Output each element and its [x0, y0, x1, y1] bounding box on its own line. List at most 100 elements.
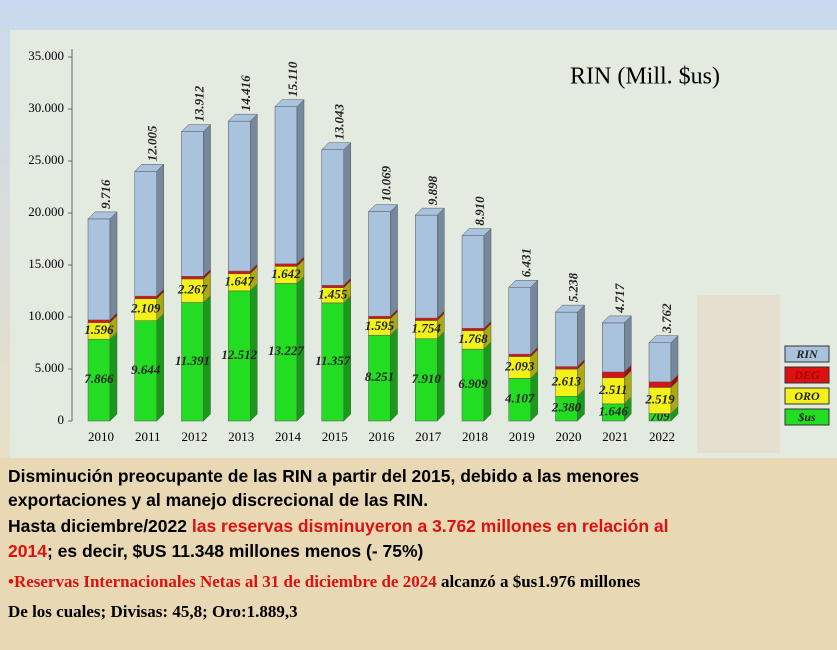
- data-label: 2.511: [598, 382, 628, 397]
- bar-segment: [461, 235, 485, 329]
- data-label: 2.519: [644, 392, 675, 407]
- data-label: 4.717: [612, 283, 627, 314]
- bar-segment: [228, 120, 251, 272]
- note-line: Disminución preocupante de las RIN a par…: [8, 466, 639, 487]
- bar-side: [530, 279, 538, 355]
- bar-side: [624, 315, 632, 373]
- data-label: 3.762: [659, 303, 674, 334]
- legend-swatch: [784, 345, 830, 363]
- data-label: 1.595: [365, 318, 395, 333]
- bar-side: [156, 163, 164, 297]
- bar-side: [390, 203, 398, 317]
- legend-swatch: [784, 408, 830, 426]
- x-tick-label: 2013: [228, 429, 254, 444]
- bar-top: [601, 315, 632, 324]
- data-label: 12.005: [145, 125, 160, 161]
- bar-top: [180, 124, 212, 132]
- data-label: 1.596: [84, 322, 114, 337]
- bar-segment: [461, 328, 485, 332]
- y-tick-label: 5.000: [35, 360, 64, 375]
- bar-top: [367, 204, 399, 212]
- legend-label: DEG: [793, 368, 820, 382]
- data-label: 4.107: [504, 391, 535, 406]
- bar-segment: [508, 353, 531, 357]
- x-tick-label: 2017: [415, 429, 442, 444]
- bar-segment: [87, 218, 111, 321]
- x-tick-label: 2022: [649, 429, 675, 444]
- data-label: 1.647: [225, 273, 255, 288]
- data-label: 11.357: [315, 353, 351, 368]
- y-tick-label: 30.000: [28, 100, 64, 115]
- data-label: 6.431: [519, 248, 534, 277]
- bar-segment: [321, 149, 344, 286]
- bar-segment: [415, 317, 438, 321]
- bar-segment: [274, 106, 298, 265]
- note-text: alcanzó a $us1.976 millones: [436, 572, 641, 591]
- data-label: 2.093: [504, 358, 535, 373]
- x-tick-label: 2014: [275, 429, 302, 444]
- data-label: 8.910: [472, 196, 487, 226]
- x-tick-label: 2016: [369, 429, 396, 444]
- x-tick-label: 2021: [602, 429, 628, 444]
- data-label: 7.866: [84, 371, 114, 386]
- x-tick-label: 2018: [462, 429, 488, 444]
- x-tick-label: 2020: [556, 429, 582, 444]
- data-label: 6.909: [458, 376, 488, 391]
- bar-top: [321, 142, 352, 150]
- note-text: las reservas disminuyeron a 3.762 millon…: [191, 516, 669, 536]
- data-label: 2.267: [177, 282, 208, 297]
- bar-segment: [602, 322, 625, 373]
- data-label: 9.644: [131, 362, 161, 377]
- data-label: 9.898: [425, 175, 440, 205]
- data-label: 14.416: [238, 75, 253, 111]
- x-tick-label: 2019: [509, 429, 535, 444]
- x-tick-label: 2015: [322, 429, 348, 444]
- data-label: 2.613: [551, 374, 582, 389]
- bar-segment: [321, 285, 344, 289]
- data-label: 5.238: [565, 272, 580, 302]
- data-label: 12.512: [221, 347, 257, 362]
- chart-title: RIN (Mill. $us): [570, 64, 720, 90]
- x-tick-label: 2010: [88, 429, 114, 444]
- bar-side: [109, 211, 118, 321]
- bar-segment: [228, 270, 251, 274]
- bar-top: [414, 207, 445, 216]
- data-label: 1.646: [599, 403, 629, 418]
- note-text: •Reservas Internacionales Netas al 31 de…: [8, 572, 437, 591]
- bar-segment: [134, 171, 157, 297]
- data-label: 11.391: [175, 353, 210, 368]
- note-text: De los cuales; Divisas: 45,8; Oro:1.889,…: [8, 602, 298, 621]
- data-label: 13.227: [268, 343, 304, 358]
- legend-label: ORO: [794, 389, 820, 403]
- note-text: 2014: [8, 541, 47, 561]
- bar-top: [461, 228, 492, 236]
- data-label: 1.455: [318, 286, 348, 301]
- data-label: 1.768: [458, 331, 488, 346]
- data-label: 9.716: [98, 179, 113, 209]
- data-label: 13.043: [332, 103, 347, 139]
- bar-segment: [555, 366, 578, 370]
- bar-side: [437, 207, 445, 319]
- bar-side: [577, 304, 585, 368]
- bar-segment: [134, 295, 157, 300]
- y-tick-label: 15.000: [28, 256, 64, 271]
- bar-segment: [648, 342, 672, 383]
- data-label: 10.069: [378, 165, 393, 201]
- bar-segment: [555, 311, 578, 367]
- bar-side: [250, 113, 258, 272]
- bar-top: [554, 304, 586, 313]
- data-label: 2.380: [551, 400, 582, 415]
- data-label: 15.110: [285, 61, 300, 97]
- bar-segment: [602, 371, 625, 379]
- bar-segment: [368, 211, 391, 317]
- bar-segment: [181, 131, 204, 277]
- x-tick-label: 2012: [182, 429, 208, 444]
- bar-top: [87, 211, 118, 220]
- y-tick-label: 10.000: [28, 308, 64, 323]
- bar-top: [227, 113, 258, 122]
- note-text: Disminución preocupante de las RIN a par…: [8, 466, 640, 486]
- bar-segment: [508, 286, 531, 355]
- bar-segment: [415, 214, 438, 319]
- bar-side: [343, 142, 351, 286]
